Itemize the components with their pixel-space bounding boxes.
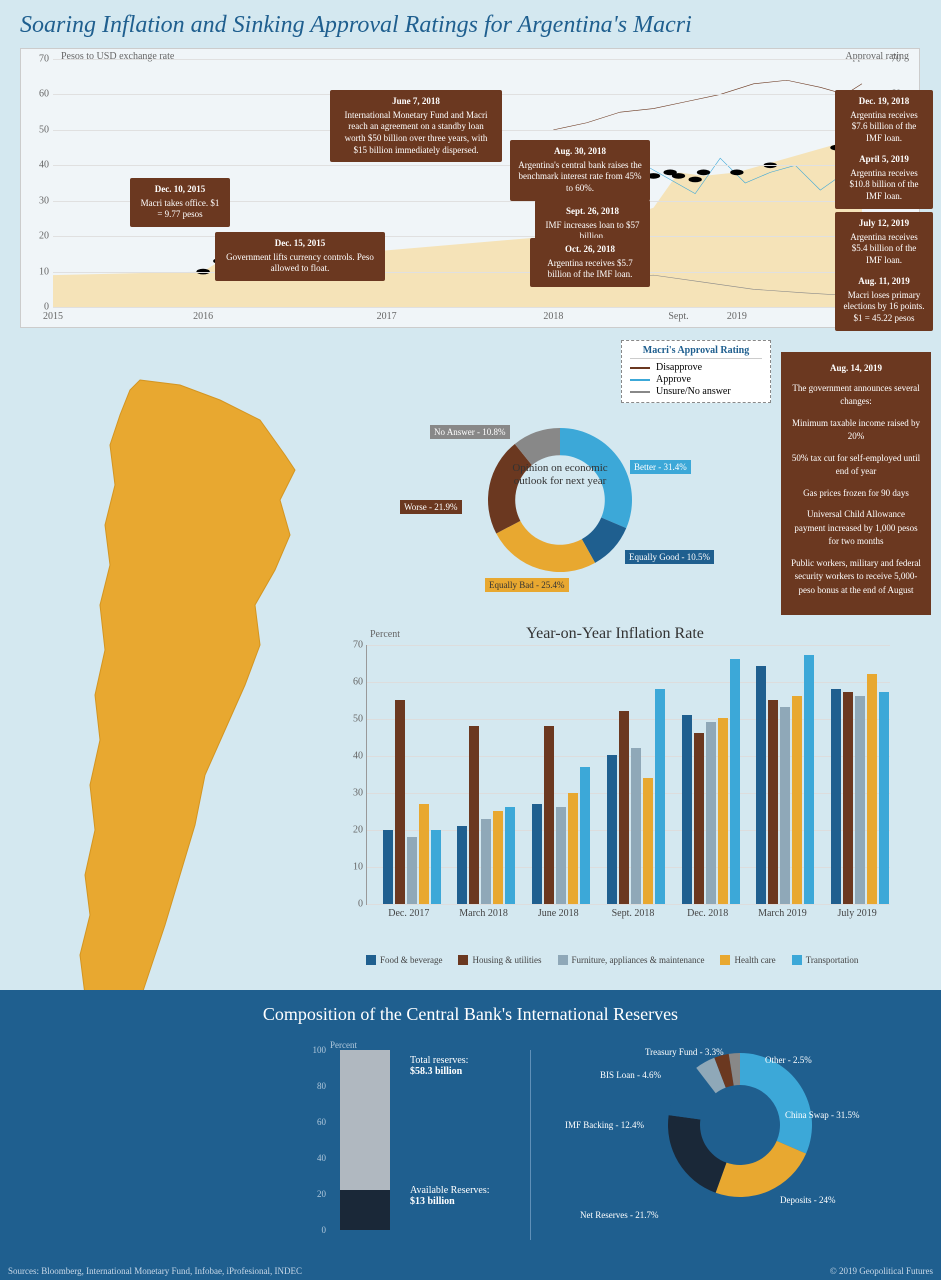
bar-legend-item: Housing & utilities — [458, 955, 541, 965]
bar-legend-item: Furniture, appliances & maintenance — [558, 955, 705, 965]
callout-box: July 12, 2019Argentina receives $5.4 bil… — [835, 212, 933, 273]
reserves-title: Composition of the Central Bank's Intern… — [0, 990, 941, 1025]
bar-group — [457, 726, 515, 904]
reserves-section: Composition of the Central Bank's Intern… — [0, 990, 941, 1280]
inflation-bar-chart: Year-on-Year Inflation Rate Percent 0102… — [330, 625, 900, 965]
callout-box: Dec. 19, 2018Argentina receives $7.6 bil… — [835, 90, 933, 151]
callout-box: April 5, 2019Argentina receives $10.8 bi… — [835, 148, 933, 209]
copyright-text: © 2019 Geopolitical Futures — [830, 1266, 933, 1276]
reserves-donut: China Swap - 31.5% Deposits - 24% Net Rese… — [570, 1045, 910, 1245]
bar-group — [532, 726, 590, 904]
bar-group — [682, 659, 740, 904]
legend-item: Approve — [630, 374, 762, 385]
aug14-callout: Aug. 14, 2019 The government announces s… — [781, 352, 931, 615]
bar-group — [831, 674, 889, 904]
sources-text: Sources: Bloomberg, International Moneta… — [8, 1266, 302, 1276]
bar-group — [383, 700, 441, 904]
donut-slice-label: Worse - 21.9% — [400, 500, 462, 514]
opinion-donut: Opinion on economic outlook for next yea… — [430, 420, 690, 600]
callout-box: Aug. 11, 2019Macri loses primary electio… — [835, 270, 933, 331]
legend-title: Macri's Approval Rating — [630, 345, 762, 359]
donut2-slice-label: Treasury Fund - 3.3% — [645, 1047, 724, 1057]
donut-center-text: Opinion on economic outlook for next yea… — [512, 462, 608, 488]
donut-slice-label: Equally Good - 10.5% — [625, 550, 714, 564]
approval-legend: Macri's Approval Rating DisapproveApprov… — [621, 340, 771, 403]
donut2-slice-label: Net Reserves - 21.7% — [580, 1210, 658, 1220]
callout-box: June 7, 2018International Monetary Fund … — [330, 90, 502, 162]
donut2-slice-label: China Swap - 31.5% — [785, 1110, 860, 1120]
donut-slice-label: Better - 31.4% — [630, 460, 691, 474]
reserves-bar-chart: Percent 020406080100 Total reserves: $58… — [300, 1040, 520, 1240]
bar-chart-title: Year-on-Year Inflation Rate — [330, 625, 900, 643]
donut-slice-label: No Answer - 10.8% — [430, 425, 510, 439]
bar-y-label: Percent — [370, 629, 400, 640]
callout-box: Aug. 30, 2018Argentina's central bank ra… — [510, 140, 650, 201]
donut2-slice-label: IMF Backing - 12.4% — [565, 1120, 644, 1130]
bar-legend-item: Transportation — [792, 955, 859, 965]
bar-legend-item: Health care — [720, 955, 775, 965]
legend-item: Unsure/No answer — [630, 386, 762, 397]
donut-slice-label: Equally Bad - 25.4% — [485, 578, 569, 592]
donut2-slice-label: BIS Loan - 4.6% — [600, 1070, 661, 1080]
bar-group — [756, 655, 814, 904]
bar-group — [607, 689, 665, 904]
callout-box: Dec. 15, 2015Government lifts currency c… — [215, 232, 385, 281]
donut2-slice-label: Deposits - 24% — [780, 1195, 836, 1205]
donut2-slice-label: Other - 2.5% — [765, 1055, 812, 1065]
bar-legend-item: Food & beverage — [366, 955, 442, 965]
legend-item: Disapprove — [630, 362, 762, 373]
callout-box: Oct. 26, 2018Argentina receives $5.7 bil… — [530, 238, 650, 287]
page-title: Soaring Inflation and Sinking Approval R… — [20, 12, 692, 39]
callout-box: Dec. 10, 2015Macri takes office. $1 = 9.… — [130, 178, 230, 227]
